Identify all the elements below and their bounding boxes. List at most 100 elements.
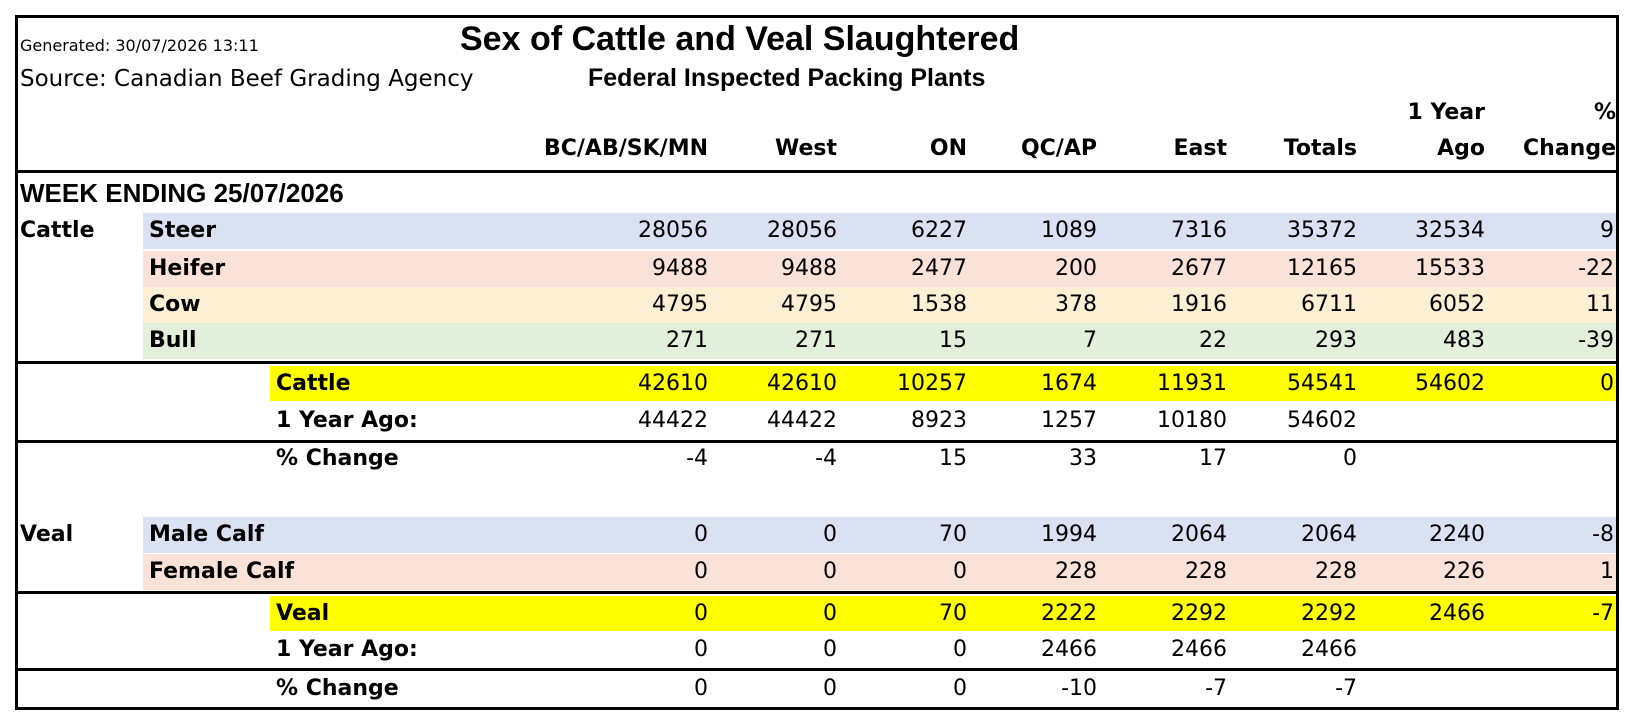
- header-qc-ap: QC/AP: [1020, 136, 1097, 161]
- cell-pct-change: 9: [1600, 218, 1614, 243]
- row-label: Steer: [149, 218, 217, 243]
- cell-west: 0: [823, 676, 837, 701]
- cell-qc-ap: 1994: [1041, 522, 1097, 547]
- cell-totals: 54602: [1287, 408, 1357, 433]
- row-band: [143, 517, 1616, 553]
- cell-west: 0: [823, 559, 837, 584]
- row-band: [143, 287, 1616, 323]
- cell-1yr-ago: 32534: [1415, 218, 1485, 243]
- veal-pct-divider: [15, 668, 1619, 671]
- row-label: % Change: [276, 446, 399, 471]
- cell-1yr-ago: 483: [1443, 328, 1485, 353]
- cell-on: 8923: [911, 408, 967, 433]
- cell-qc-ap: 33: [1069, 446, 1097, 471]
- cell-west: 42610: [767, 371, 837, 396]
- cell-bc-ab-sk-mn: 9488: [652, 256, 708, 281]
- row-label: Cow: [149, 292, 201, 317]
- row-label: % Change: [276, 676, 399, 701]
- header-east: East: [1173, 136, 1228, 161]
- cell-bc-ab-sk-mn: 0: [694, 676, 708, 701]
- cell-totals: 0: [1343, 446, 1357, 471]
- table-row-veal-total: Veal 0 0 70 2222 2292 2292 2466 -7: [0, 596, 1633, 631]
- table-row-steer: Cattle Steer 28056 28056 6227 1089 7316 …: [0, 213, 1633, 249]
- cell-totals: 228: [1315, 559, 1357, 584]
- cell-east: 7316: [1171, 218, 1227, 243]
- table-row-cattle-pct-change: % Change -4 -4 15 33 17 0: [0, 441, 1633, 477]
- header-divider: [15, 170, 1619, 173]
- table-row-cow: Cow 4795 4795 1538 378 1916 6711 6052 11: [0, 287, 1633, 323]
- cell-east: 11931: [1157, 371, 1227, 396]
- group-label-cattle: Cattle: [20, 218, 95, 243]
- data-source: Source: Canadian Beef Grading Agency: [20, 66, 474, 92]
- cell-bc-ab-sk-mn: 28056: [638, 218, 708, 243]
- cell-east: 22: [1199, 328, 1227, 353]
- cell-qc-ap: -10: [1061, 676, 1097, 701]
- row-label: Male Calf: [149, 522, 264, 547]
- cell-totals: 2064: [1301, 522, 1357, 547]
- cell-west: 271: [795, 328, 837, 353]
- row-band: [143, 251, 1616, 287]
- cell-on: 2477: [911, 256, 967, 281]
- row-label: Veal: [276, 601, 330, 626]
- row-label: Bull: [149, 328, 197, 353]
- row-band: [143, 213, 1616, 249]
- cell-west: 28056: [767, 218, 837, 243]
- cell-qc-ap: 2466: [1041, 637, 1097, 662]
- cell-east: -7: [1205, 676, 1227, 701]
- cell-qc-ap: 1257: [1041, 408, 1097, 433]
- header-on: ON: [929, 136, 967, 161]
- cell-1yr-ago: 226: [1443, 559, 1485, 584]
- cell-bc-ab-sk-mn: 42610: [638, 371, 708, 396]
- cell-qc-ap: 1089: [1041, 218, 1097, 243]
- cell-east: 2292: [1171, 601, 1227, 626]
- cell-on: 70: [939, 522, 967, 547]
- cell-pct-change: 1: [1600, 559, 1614, 584]
- cell-on: 1538: [911, 292, 967, 317]
- cell-west: 0: [823, 601, 837, 626]
- table-row-male-calf: Veal Male Calf 0 0 70 1994 2064 2064 224…: [0, 517, 1633, 553]
- header-west: West: [774, 136, 837, 161]
- cell-pct-change: 0: [1600, 371, 1614, 396]
- header-1yr-line1: 1 Year: [1407, 100, 1486, 125]
- cell-bc-ab-sk-mn: 0: [694, 637, 708, 662]
- cell-totals: 293: [1315, 328, 1357, 353]
- cell-west: 0: [823, 637, 837, 662]
- table-row-veal-1yr-ago: 1 Year Ago: 0 0 0 2466 2466 2466: [0, 632, 1633, 668]
- cell-west: -4: [815, 446, 837, 471]
- cell-east: 10180: [1157, 408, 1227, 433]
- cell-bc-ab-sk-mn: 0: [694, 522, 708, 547]
- cell-on: 0: [953, 637, 967, 662]
- cell-west: 0: [823, 522, 837, 547]
- table-row-female-calf: Female Calf 0 0 0 228 228 228 226 1: [0, 554, 1633, 590]
- cell-on: 0: [953, 559, 967, 584]
- cell-on: 15: [939, 328, 967, 353]
- cell-totals: 6711: [1301, 292, 1357, 317]
- group-label-veal: Veal: [20, 522, 74, 547]
- cell-qc-ap: 2222: [1041, 601, 1097, 626]
- table-row-heifer: Heifer 9488 9488 2477 200 2677 12165 155…: [0, 251, 1633, 287]
- report-subtitle: Federal Inspected Packing Plants: [588, 64, 986, 92]
- cell-1yr-ago: 6052: [1429, 292, 1485, 317]
- cell-bc-ab-sk-mn: 4795: [652, 292, 708, 317]
- cell-1yr-ago: 2466: [1429, 601, 1485, 626]
- cell-pct-change: -8: [1592, 522, 1614, 547]
- veal-total-top-divider: [15, 591, 1619, 594]
- cell-1yr-ago: 2240: [1429, 522, 1485, 547]
- cell-qc-ap: 378: [1055, 292, 1097, 317]
- row-band: [143, 323, 1616, 359]
- cell-qc-ap: 228: [1055, 559, 1097, 584]
- row-band: [270, 596, 1616, 631]
- row-band: [270, 366, 1616, 401]
- row-label: Female Calf: [149, 559, 295, 584]
- row-band: [143, 554, 1616, 590]
- week-ending-heading: WEEK ENDING 25/07/2026: [20, 178, 344, 208]
- cell-pct-change: -7: [1592, 601, 1614, 626]
- cell-east: 2064: [1171, 522, 1227, 547]
- row-label: 1 Year Ago:: [276, 408, 418, 433]
- cattle-total-top-divider: [15, 361, 1619, 364]
- table-row-bull: Bull 271 271 15 7 22 293 483 -39: [0, 323, 1633, 359]
- cell-totals: 54541: [1287, 371, 1357, 396]
- cell-totals: -7: [1335, 676, 1357, 701]
- header-1yr-line2: Ago: [1437, 136, 1485, 161]
- cell-west: 44422: [767, 408, 837, 433]
